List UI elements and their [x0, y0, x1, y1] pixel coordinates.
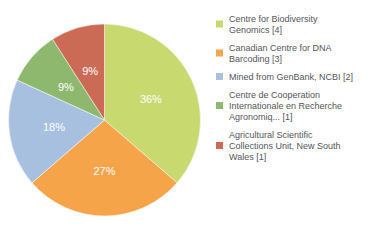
svg-text:9%: 9%: [58, 81, 74, 93]
svg-text:36%: 36%: [140, 93, 162, 105]
svg-text:Centre de Cooperation: Centre de Cooperation: [229, 90, 320, 100]
svg-text:27%: 27%: [93, 165, 115, 177]
svg-text:Centre for Biodiversity: Centre for Biodiversity: [229, 14, 318, 24]
svg-text:9%: 9%: [82, 65, 98, 77]
svg-text:Internationale en Recherche: Internationale en Recherche: [229, 101, 342, 111]
svg-text:Mined from GenBank, NCBI [2]: Mined from GenBank, NCBI [2]: [229, 72, 353, 82]
svg-text:Barcoding [3]: Barcoding [3]: [229, 54, 282, 64]
svg-text:Genomics [4]: Genomics [4]: [229, 25, 282, 35]
svg-text:18%: 18%: [43, 121, 65, 133]
svg-text:Agricultural Scientific: Agricultural Scientific: [229, 130, 313, 140]
svg-text:Agronomiq... [1]: Agronomiq... [1]: [229, 112, 293, 122]
svg-text:Canadian Centre for DNA: Canadian Centre for DNA: [229, 43, 332, 53]
svg-text:Collections Unit, New South: Collections Unit, New South: [229, 141, 341, 151]
svg-text:Wales [1]: Wales [1]: [229, 152, 266, 162]
